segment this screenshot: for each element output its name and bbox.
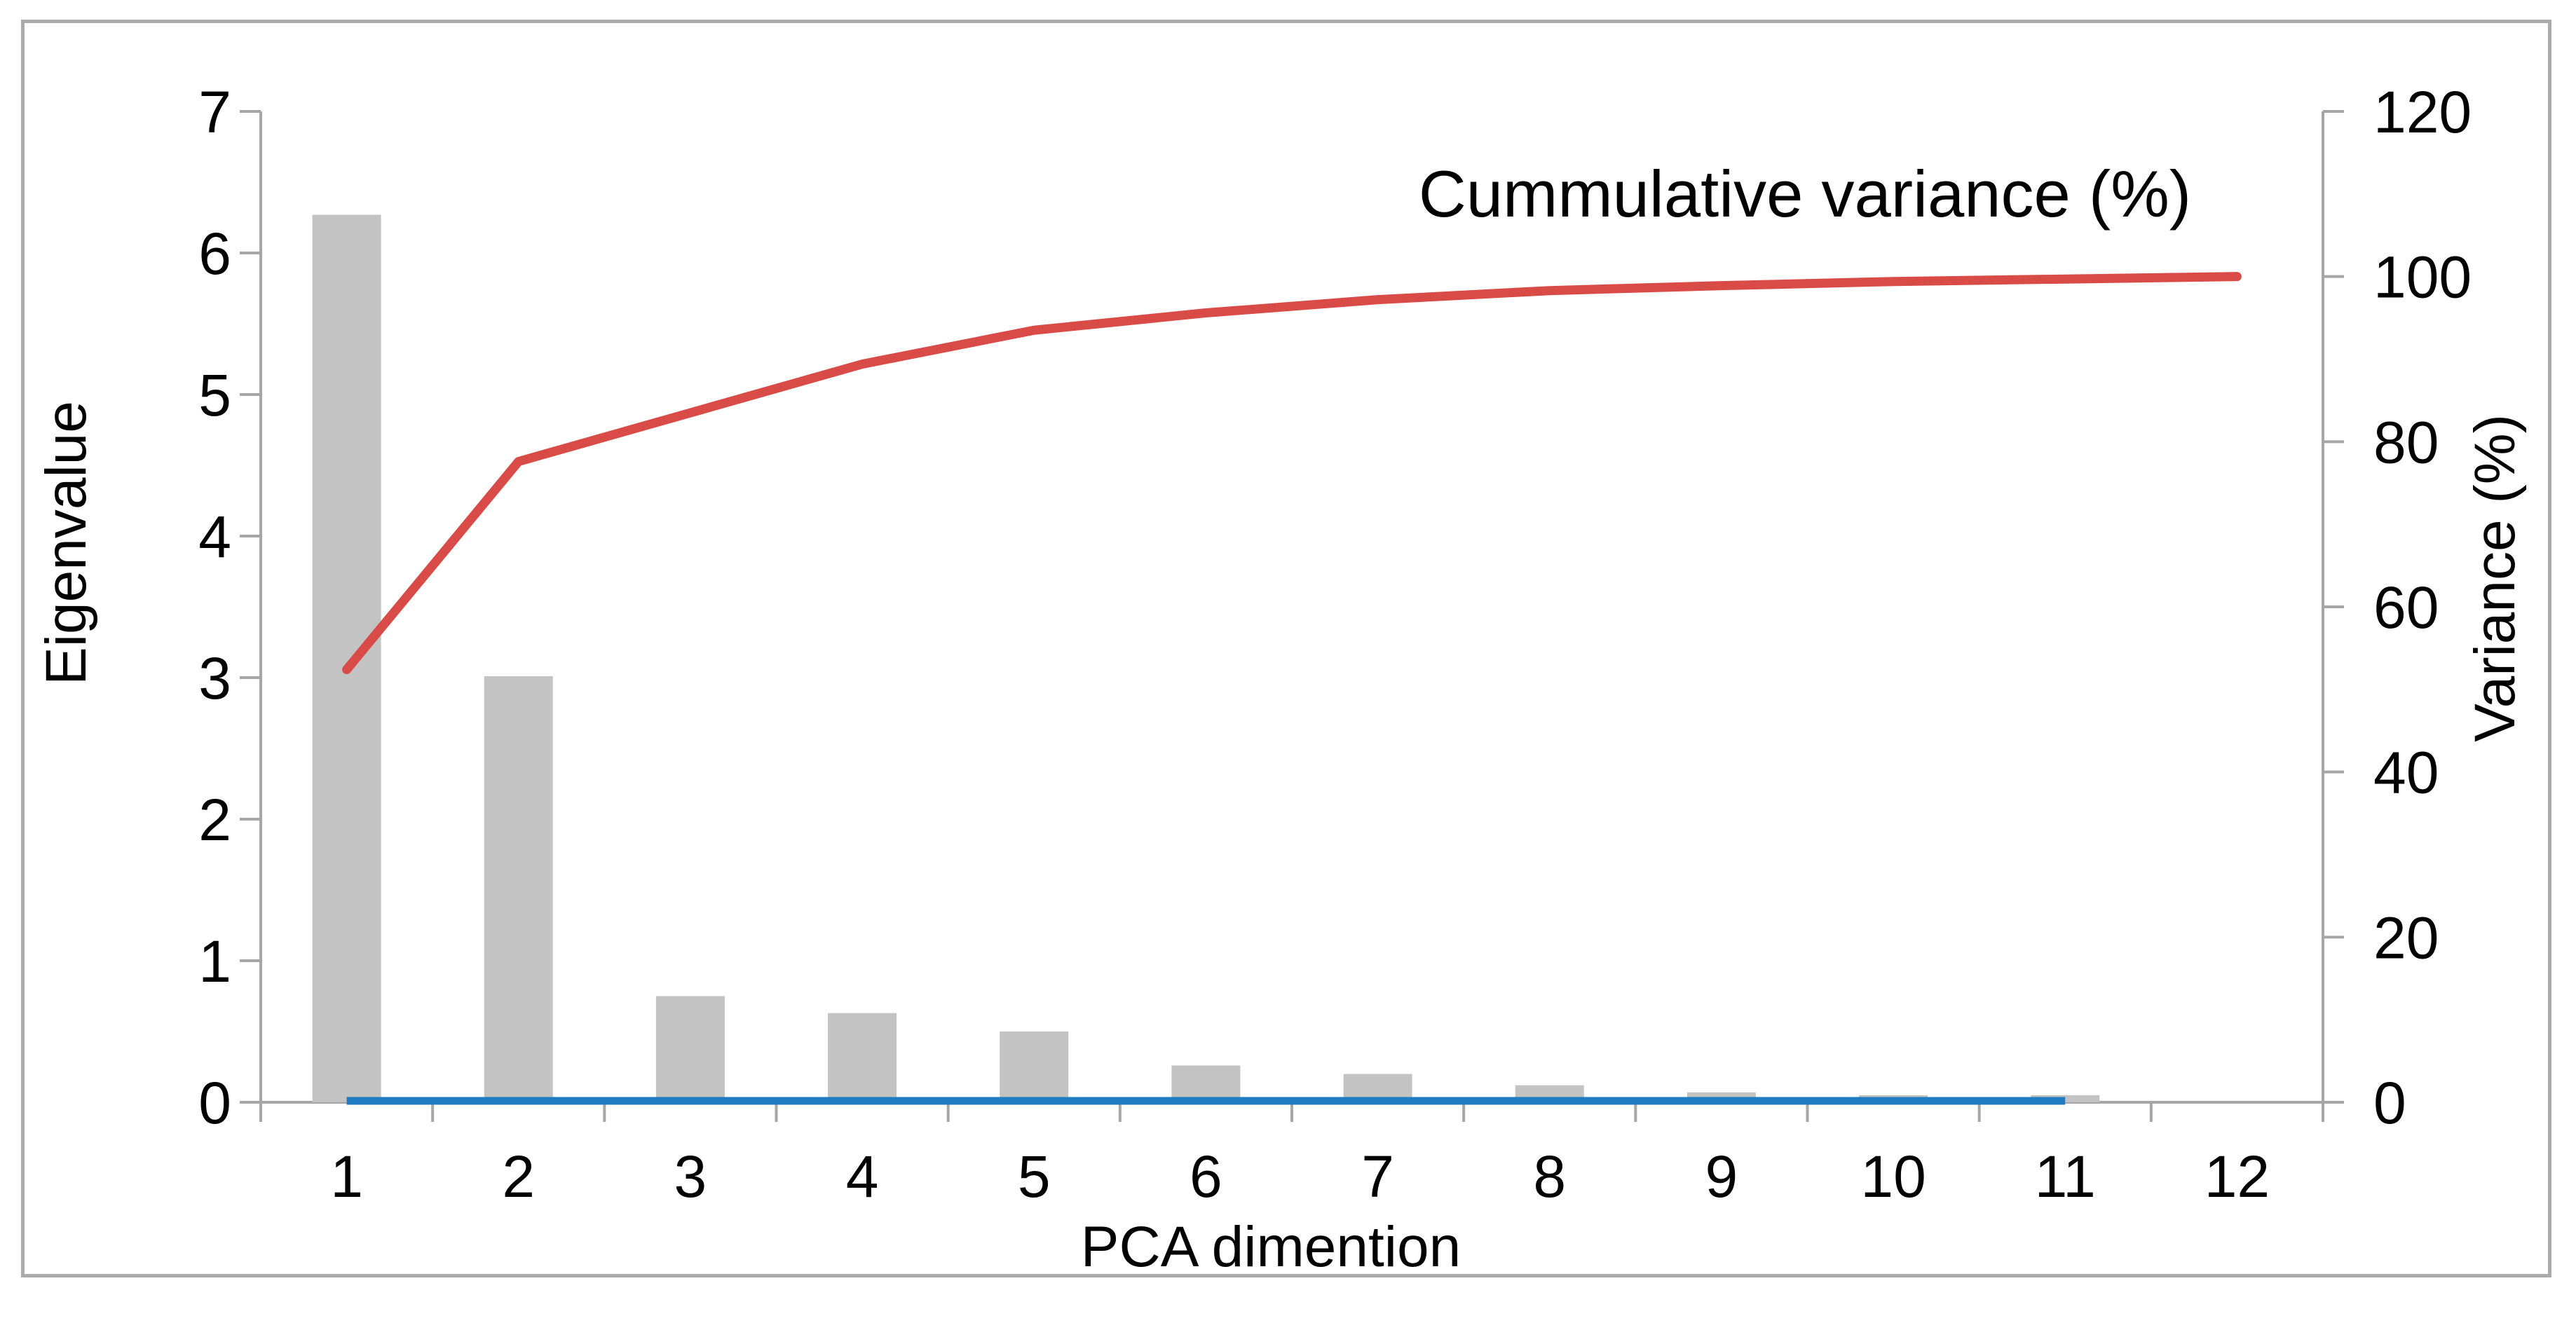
cumulative-variance-line: [342, 272, 2242, 675]
left-axis-tick-label: 0: [198, 1070, 231, 1136]
chart-title: Cummulative variance (%): [1418, 157, 2192, 231]
x-axis-tick-label: 3: [674, 1144, 707, 1209]
right-axis-tick-label: 100: [2373, 245, 2472, 310]
right-axis-title: Variance (%): [2463, 414, 2527, 742]
eigenvalue-bar: [655, 996, 725, 1102]
left-axis-tick-label: 7: [198, 79, 231, 145]
figure-frame: 0 1 2 3 4 5 6 7 0 20 40 60 80 100 120 1 2 3 4 5 6 7 8 9 10 11 12 C…: [21, 20, 2551, 1279]
left-axis-tick-label: 5: [198, 362, 231, 428]
x-axis-tick-label: 10: [1860, 1144, 1926, 1209]
x-axis-tick-label: 7: [1361, 1144, 1394, 1209]
right-axis-tick-label: 40: [2373, 740, 2439, 806]
eigenvalue-bar: [1000, 1031, 1069, 1102]
x-axis-tick-label: 9: [1705, 1144, 1738, 1209]
left-axis-tick-label: 4: [198, 504, 231, 570]
x-axis-tick-label: 11: [2035, 1144, 2096, 1209]
right-axis-tick-label: 0: [2373, 1070, 2406, 1136]
x-axis-tick-label: 8: [1533, 1144, 1566, 1209]
left-axis-tick-label: 2: [198, 787, 231, 853]
eigenvalue-bar: [828, 1013, 897, 1102]
right-axis-tick-label: 80: [2373, 409, 2439, 475]
right-axis-tick-label: 60: [2373, 575, 2439, 640]
x-axis-tick-label: 2: [502, 1144, 535, 1209]
eigenvalue-bar: [484, 676, 553, 1102]
x-axis-tick-label: 5: [1018, 1144, 1051, 1209]
left-axis-title: Eigenvalue: [34, 401, 98, 685]
x-axis-tick-label: 4: [846, 1144, 879, 1209]
eigenvalue-bar: [312, 214, 381, 1103]
x-axis-tick-label: 12: [2204, 1144, 2270, 1209]
right-axis-tick-label: 120: [2373, 79, 2472, 145]
left-axis-tick-label: 6: [198, 221, 231, 287]
x-axis-tick-label: 6: [1190, 1144, 1222, 1209]
x-axis-tick-label: 1: [330, 1144, 363, 1209]
right-axis-tick-label: 20: [2373, 905, 2439, 971]
left-axis-tick-label: 1: [198, 928, 231, 994]
eigenvalue-bar: [1171, 1065, 1241, 1102]
left-axis-tick-label: 3: [198, 645, 231, 711]
x-axis-title: PCA dimention: [1080, 1215, 1461, 1279]
